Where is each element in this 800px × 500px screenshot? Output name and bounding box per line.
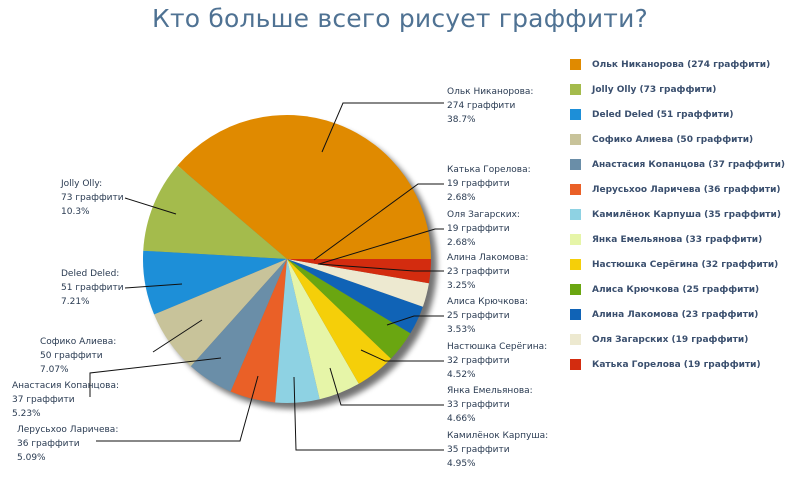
leader-line-анастасия-копанцова bbox=[89, 357, 222, 397]
legend-swatch bbox=[570, 359, 581, 370]
leader-line-камилёнок-карпуша bbox=[293, 376, 444, 451]
leader-line-алиса-крючкова bbox=[386, 315, 444, 326]
legend-label: Янка Емельянова (33 граффити) bbox=[592, 234, 763, 245]
data-label-алиса-крючкова: Алиса Крючкова: 25 граффити 3.53% bbox=[447, 297, 528, 335]
legend-swatch bbox=[570, 184, 581, 195]
leader-line-софико-алиева bbox=[152, 319, 203, 353]
data-label-jolly-olly: Jolly Olly: 73 граффити 10.3% bbox=[60, 179, 124, 217]
data-label-софико-алиева: Софико Алиева: 50 граффити 7.07% bbox=[40, 337, 116, 375]
leader-line-оля-загарских bbox=[318, 228, 444, 265]
legend-item-анастасия-копанцова[interactable]: Анастасия Копанцова (37 граффити) bbox=[570, 152, 800, 177]
legend-swatch bbox=[570, 109, 581, 120]
legend-label: Камилёнок Карпуша (35 граффити) bbox=[592, 209, 781, 220]
pie-slice-катька-горелова[interactable] bbox=[287, 259, 431, 284]
legend-item-алиса-крючкова[interactable]: Алиса Крючкова (25 граффити) bbox=[570, 277, 800, 302]
chart-title: Кто больше всего рисует граффити? bbox=[152, 4, 648, 33]
legend: Ольк Никанорова (274 граффити) Jolly Olly… bbox=[570, 52, 800, 377]
legend-swatch bbox=[570, 234, 581, 245]
legend-item-оля-загарских[interactable]: Оля Загарских (19 граффити) bbox=[570, 327, 800, 352]
legend-swatch bbox=[570, 284, 581, 295]
pie-slice-jolly-olly[interactable] bbox=[143, 165, 287, 259]
legend-label: Настюшка Серёгина (32 граффити) bbox=[592, 259, 779, 270]
data-label-настюшка-серёгина: Настюшка Серёгина: 32 граффити 4.52% bbox=[447, 342, 547, 380]
data-label-катька-горелова: Катька Горелова: 19 граффити 2.68% bbox=[447, 165, 531, 203]
pie-slice-камилёнок-карпуша[interactable] bbox=[275, 259, 320, 403]
legend-swatch bbox=[570, 309, 581, 320]
leader-line-jolly-olly bbox=[124, 197, 177, 215]
legend-item-настюшка-серёгина[interactable]: Настюшка Серёгина (32 граффити) bbox=[570, 252, 800, 277]
legend-item-катька-горелова[interactable]: Катька Горелова (19 граффити) bbox=[570, 352, 800, 377]
legend-swatch bbox=[570, 59, 581, 70]
legend-swatch bbox=[570, 134, 581, 145]
pie-slice-лерусьхоо-ларичева[interactable] bbox=[230, 259, 287, 403]
legend-item-камилёнок-карпуша[interactable]: Камилёнок Карпуша (35 граффити) bbox=[570, 202, 800, 227]
data-label-камилёнок-карпуша: Камилёнок Карпуша: 35 граффити 4.95% bbox=[447, 431, 548, 469]
data-label-ольк-никанорова: Ольк Никанорова: 274 граффити 38.7% bbox=[447, 87, 533, 125]
pie-slice-софико-алиева[interactable] bbox=[154, 259, 287, 367]
legend-label: Ольк Никанорова (274 граффити) bbox=[592, 59, 771, 70]
leader-line-deled-deled bbox=[124, 283, 183, 289]
legend-label: Катька Горелова (19 граффити) bbox=[592, 359, 761, 370]
legend-swatch bbox=[570, 159, 581, 170]
legend-label: Jolly Olly (73 граффити) bbox=[592, 84, 717, 95]
legend-label: Оля Загарских (19 граффити) bbox=[592, 334, 749, 345]
pie-slice-deled-deled[interactable] bbox=[142, 250, 287, 315]
legend-item-лерусьхоо-ларичева[interactable]: Лерусьхоо Ларичева (36 граффити) bbox=[570, 177, 800, 202]
pie-slice-янка-емельянова[interactable] bbox=[287, 259, 359, 400]
leader-line-алина-лакомова bbox=[317, 263, 444, 272]
legend-item-ольк-никанорова[interactable]: Ольк Никанорова (274 граффити) bbox=[570, 52, 800, 77]
leader-line-янка-емельянова bbox=[329, 367, 444, 406]
legend-label: Анастасия Копанцова (37 граффити) bbox=[592, 159, 786, 170]
pie-slice-ольк-никанорова[interactable] bbox=[177, 115, 431, 259]
pie-slice-оля-загарских[interactable] bbox=[287, 259, 429, 307]
data-label-deled-deled: Deled Deled: 51 граффити 7.21% bbox=[61, 269, 124, 307]
pie-slice-настюшка-серёгина[interactable] bbox=[287, 259, 391, 384]
data-label-оля-загарских: Оля Загарских: 19 граффити 2.68% bbox=[447, 210, 520, 248]
data-label-лерусьхоо-ларичева: Лерусьхоо Ларичева: 36 граффити 5.09% bbox=[17, 425, 118, 463]
leader-line-катька-горелова bbox=[313, 183, 444, 261]
data-label-алина-лакомова: Алина Лакомова: 23 граффити 3.25% bbox=[447, 253, 528, 291]
legend-swatch bbox=[570, 84, 581, 95]
legend-label: Deled Deled (51 граффити) bbox=[592, 109, 734, 120]
legend-swatch bbox=[570, 209, 581, 220]
legend-item-deled-deled[interactable]: Deled Deled (51 граффити) bbox=[570, 102, 800, 127]
legend-label: Лерусьхоо Ларичева (36 граффити) bbox=[592, 184, 781, 195]
legend-item-алина-лакомова[interactable]: Алина Лакомова (23 граффити) bbox=[570, 302, 800, 327]
legend-item-янка-емельянова[interactable]: Янка Емельянова (33 граффити) bbox=[570, 227, 800, 252]
legend-label: Алиса Крючкова (25 граффити) bbox=[592, 284, 760, 295]
leader-line-лерусьхоо-ларичева bbox=[96, 375, 259, 442]
pie-slice-алина-лакомова[interactable] bbox=[287, 259, 423, 334]
leader-line-настюшка-серёгина bbox=[360, 349, 444, 362]
legend-item-софико-алиева[interactable]: Софико Алиева (50 граффити) bbox=[570, 127, 800, 152]
data-label-анастасия-копанцова: Анастасия Копанцова: 37 граффити 5.23% bbox=[12, 381, 119, 419]
legend-item-jolly-olly[interactable]: Jolly Olly (73 граффити) bbox=[570, 77, 800, 102]
legend-label: Софико Алиева (50 граффити) bbox=[592, 134, 754, 145]
legend-label: Алина Лакомова (23 граффити) bbox=[592, 309, 759, 320]
legend-swatch bbox=[570, 259, 581, 270]
legend-swatch bbox=[570, 334, 581, 345]
pie-slice-алиса-крючкова[interactable] bbox=[287, 259, 411, 359]
data-label-янка-емельянова: Янка Емельянова: 33 граффити 4.66% bbox=[447, 386, 533, 424]
leader-line-ольк-никанорова bbox=[321, 102, 444, 153]
